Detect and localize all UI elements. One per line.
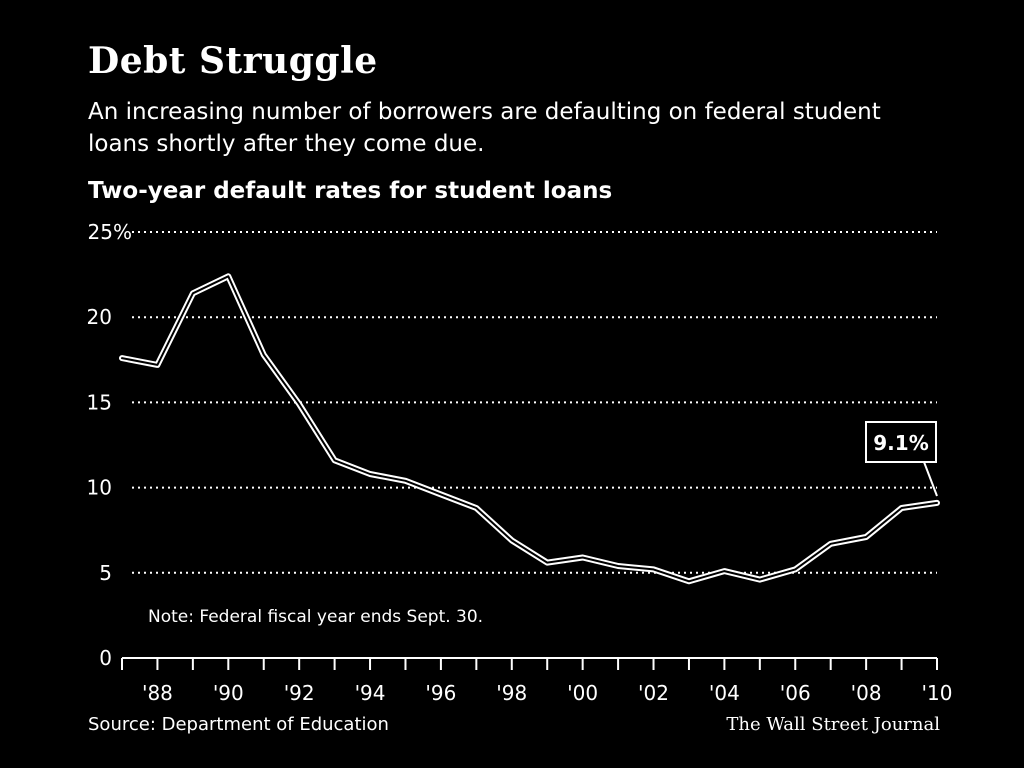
x-tick-label: '88 [142,681,173,705]
y-tick-label: 0 [99,646,112,670]
x-axis: '88 '90 '92 '94 '96 '98 '00 '02 '04 '06 '08 '10 [121,657,953,705]
y-tick-label: 20 [87,305,112,329]
chart-label: Two-year default rates for student loans [88,178,613,204]
x-tick-label: '04 [709,681,740,705]
callout-box-border [865,421,937,463]
series-layer [119,273,940,585]
default-rate-line [119,273,940,585]
x-tick-label: '06 [780,681,811,705]
source-credit: Source: Department of Education [88,714,389,735]
y-axis-ticks: 25% 20 15 10 5 0 [87,220,132,670]
publisher-credit: The Wall Street Journal [726,714,940,735]
x-tick-label: '00 [567,681,598,705]
y-tick-label: 15 [87,390,112,414]
chart-subtitle: An increasing number of borrowers are de… [88,99,881,157]
y-tick-label: 5 [99,561,112,585]
chart-title: Debt Struggle [88,40,378,82]
callout-leader-line [923,461,938,497]
y-tick-label: 25% [88,220,132,244]
y-tick-label: 10 [87,476,112,500]
callout-label: 9.1% [873,431,928,455]
x-tick-label: '10 [922,681,953,705]
chart-note: Note: Federal fiscal year ends Sept. 30. [148,607,483,627]
x-tick-label: '92 [284,681,315,705]
x-tick-label: '02 [638,681,669,705]
x-tick-label: '96 [425,681,456,705]
callout-box: 9.1% [865,421,938,497]
x-tick-label: '94 [355,681,386,705]
x-tick-label: '08 [851,681,882,705]
grid-lines [132,231,937,574]
x-tick-label: '90 [213,681,244,705]
x-tick-label: '98 [496,681,527,705]
default-rate-line-inner [121,275,938,583]
